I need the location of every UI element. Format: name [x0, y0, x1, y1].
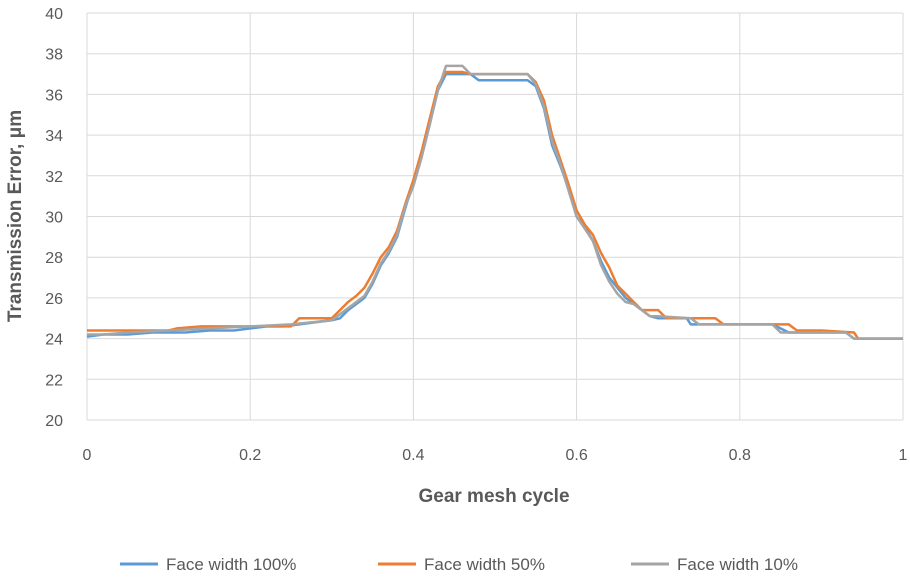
x-axis-ticks: 0 0.2 0.4 0.6 0.8 1	[83, 447, 908, 464]
series-layer	[86, 64, 903, 340]
y-tick-label: 40	[45, 6, 63, 23]
x-tick-label: 0.8	[729, 447, 751, 464]
y-tick-label: 26	[45, 291, 63, 308]
x-axis-title: Gear mesh cycle	[418, 486, 569, 507]
series-line-2	[87, 70, 903, 340]
y-tick-label: 28	[45, 250, 63, 267]
x-tick-label: 0.6	[565, 447, 587, 464]
y-tick-label: 24	[45, 332, 63, 349]
y-axis-ticks: 20 22 24 26 28 30 32 34 36 38 40	[45, 6, 63, 430]
series-line-1	[86, 72, 903, 340]
y-tick-label: 30	[45, 210, 63, 227]
y-tick-label: 36	[45, 87, 63, 104]
y-tick-label: 38	[45, 47, 63, 64]
legend-label-2: Face width 50%	[424, 555, 545, 574]
x-tick-label: 1	[899, 447, 908, 464]
x-tick-label: 0	[83, 447, 92, 464]
y-tick-label: 34	[45, 128, 63, 145]
x-tick-label: 0.2	[239, 447, 261, 464]
y-tick-label: 20	[45, 413, 63, 430]
legend-label-3: Face width 10%	[677, 555, 798, 574]
grid	[86, 12, 904, 421]
series-line-3	[87, 64, 903, 340]
legend: Face width 100% Face width 50% Face width …	[120, 555, 798, 574]
y-tick-label: 22	[45, 372, 63, 389]
y-axis-title: Transmission Error, μm	[5, 110, 26, 322]
x-tick-label: 0.4	[402, 447, 424, 464]
y-tick-label: 32	[45, 169, 63, 186]
legend-label-1: Face width 100%	[166, 555, 296, 574]
